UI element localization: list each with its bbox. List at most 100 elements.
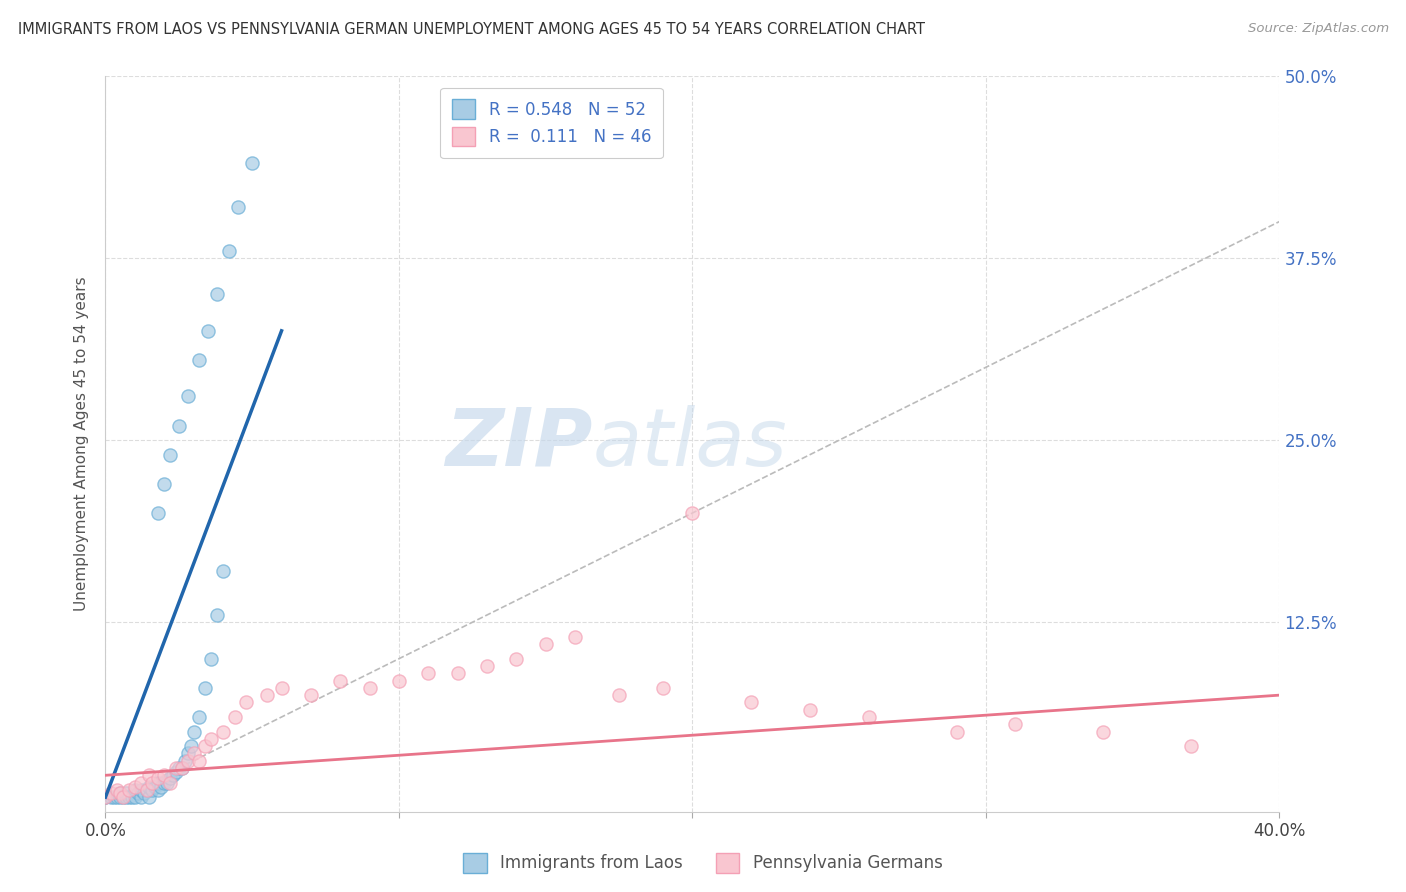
Point <box>129 790 152 805</box>
Point <box>150 780 173 794</box>
Point <box>118 790 141 805</box>
Point <box>156 775 179 789</box>
Point <box>129 782 152 797</box>
Point <box>256 688 278 702</box>
Point <box>200 651 222 665</box>
Point <box>176 389 198 403</box>
Point <box>132 786 155 800</box>
Point <box>124 782 146 797</box>
Point <box>205 607 228 622</box>
Point <box>159 775 181 789</box>
Point <box>446 666 468 681</box>
Point <box>170 761 193 775</box>
Point <box>205 287 228 301</box>
Point <box>115 786 138 800</box>
Point <box>108 790 131 805</box>
Point <box>108 786 131 800</box>
Point <box>165 765 187 780</box>
Point <box>418 666 440 681</box>
Point <box>180 739 202 753</box>
Point <box>564 630 586 644</box>
Point <box>103 790 125 805</box>
Point <box>138 768 160 782</box>
Text: IMMIGRANTS FROM LAOS VS PENNSYLVANIA GERMAN UNEMPLOYMENT AMONG AGES 45 TO 54 YEA: IMMIGRANTS FROM LAOS VS PENNSYLVANIA GER… <box>18 22 925 37</box>
Point <box>858 710 880 724</box>
Point <box>194 681 217 695</box>
Point <box>218 244 240 258</box>
Point <box>153 775 176 789</box>
Point <box>235 695 257 709</box>
Point <box>299 688 322 702</box>
Point <box>183 747 205 761</box>
Point <box>176 754 198 768</box>
Point <box>534 637 557 651</box>
Point <box>188 353 211 368</box>
Point <box>176 747 198 761</box>
Point <box>162 768 184 782</box>
Text: Source: ZipAtlas.com: Source: ZipAtlas.com <box>1249 22 1389 36</box>
Point <box>188 754 211 768</box>
Point <box>607 688 630 702</box>
Point <box>115 790 138 805</box>
Point <box>211 724 233 739</box>
Point <box>211 564 233 578</box>
Point <box>173 754 195 768</box>
Legend: R = 0.548   N = 52, R =  0.111   N = 46: R = 0.548 N = 52, R = 0.111 N = 46 <box>440 87 662 158</box>
Point <box>388 673 411 688</box>
Point <box>100 790 122 805</box>
Point <box>153 768 176 782</box>
Point <box>359 681 381 695</box>
Point <box>1004 717 1026 731</box>
Point <box>141 782 163 797</box>
Point <box>224 710 246 724</box>
Point <box>270 681 292 695</box>
Point <box>1180 739 1202 753</box>
Point <box>143 780 166 794</box>
Point <box>167 761 190 775</box>
Point <box>124 790 146 805</box>
Text: ZIP: ZIP <box>446 405 593 483</box>
Point <box>148 506 170 520</box>
Point <box>121 790 143 805</box>
Point <box>740 695 762 709</box>
Point <box>153 476 176 491</box>
Point <box>799 703 821 717</box>
Point <box>1092 724 1115 739</box>
Point <box>505 651 527 665</box>
Point <box>170 761 193 775</box>
Point <box>682 506 704 520</box>
Point <box>112 790 135 805</box>
Text: atlas: atlas <box>593 405 787 483</box>
Point <box>945 724 967 739</box>
Point <box>100 786 122 800</box>
Point <box>138 790 160 805</box>
Point <box>183 724 205 739</box>
Point <box>167 418 190 433</box>
Point <box>165 761 187 775</box>
Point <box>118 782 141 797</box>
Point <box>138 780 160 794</box>
Point <box>135 782 157 797</box>
Point <box>475 659 498 673</box>
Point <box>652 681 675 695</box>
Point <box>197 324 219 338</box>
Point <box>188 710 211 724</box>
Point <box>148 782 170 797</box>
Point <box>129 775 152 789</box>
Point <box>148 775 170 789</box>
Point <box>105 782 128 797</box>
Point <box>159 771 181 785</box>
Point <box>105 790 128 805</box>
Point <box>148 771 170 785</box>
Point <box>124 780 146 794</box>
Point <box>94 790 117 805</box>
Point <box>108 786 131 800</box>
Point <box>159 448 181 462</box>
Y-axis label: Unemployment Among Ages 45 to 54 years: Unemployment Among Ages 45 to 54 years <box>75 277 90 611</box>
Point <box>94 790 117 805</box>
Point <box>112 790 135 805</box>
Legend: Immigrants from Laos, Pennsylvania Germans: Immigrants from Laos, Pennsylvania Germa… <box>457 847 949 880</box>
Point <box>194 739 217 753</box>
Point <box>127 786 149 800</box>
Point <box>135 782 157 797</box>
